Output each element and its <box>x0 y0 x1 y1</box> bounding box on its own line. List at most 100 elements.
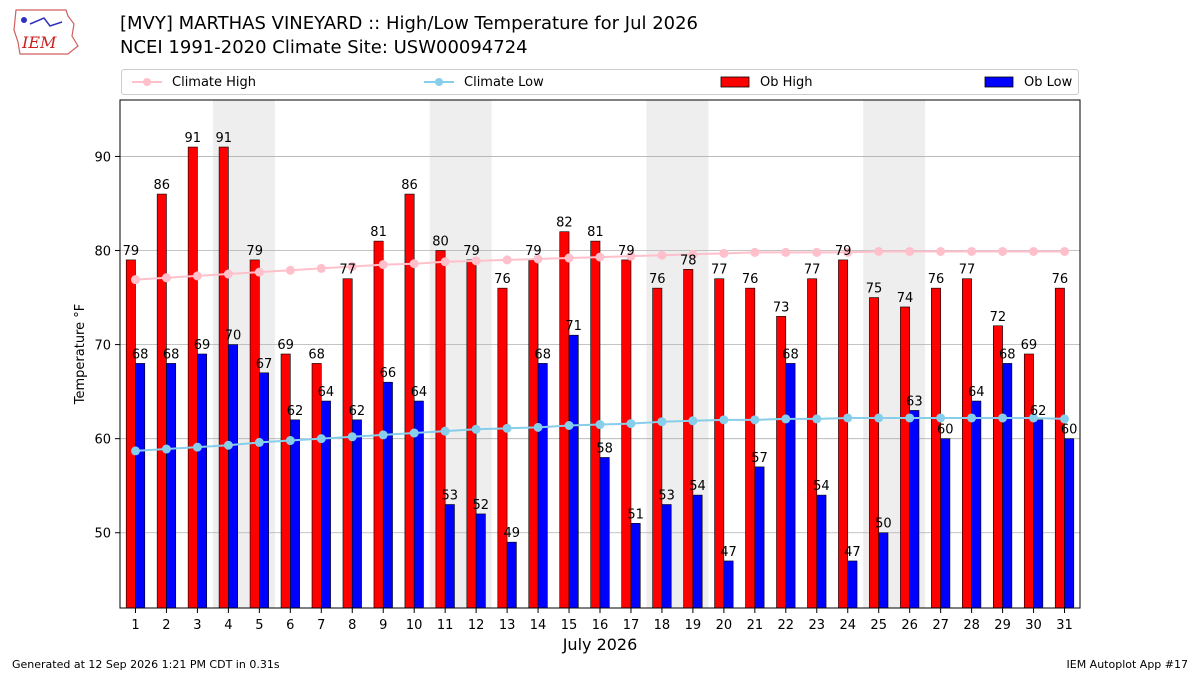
ob-high-bar <box>992 325 1003 609</box>
ob-high-label: 86 <box>401 178 418 193</box>
ob-high-label: 75 <box>866 282 883 297</box>
legend-label: Climate Low <box>464 74 544 90</box>
ob-high-bar <box>683 269 694 609</box>
climate-low-point <box>440 426 450 436</box>
ob-low-bar <box>506 541 517 609</box>
climate-high-point <box>719 248 729 258</box>
ob-low-bar <box>475 513 486 609</box>
ob-low-bar <box>537 363 548 609</box>
generated-note: Generated at 12 Sep 2026 1:21 PM CDT in … <box>12 658 280 671</box>
ob-low-label: 54 <box>813 479 830 494</box>
title-block: [MVY] MARTHAS VINEYARD :: High/Low Tempe… <box>120 12 698 60</box>
climate-low-point <box>502 423 512 433</box>
ob-high-label: 76 <box>649 272 666 287</box>
climate-high-swatch-icon <box>132 78 162 86</box>
climate-low-point <box>223 440 233 450</box>
ob-high-label: 79 <box>463 244 480 259</box>
ob-low-bar <box>290 419 300 609</box>
climate-low-point <box>192 442 202 452</box>
ob-low-bar <box>320 400 331 609</box>
legend-ob-high: Ob High <box>720 70 813 94</box>
ob-high-label: 79 <box>123 244 140 259</box>
x-tick-label: 28 <box>963 618 980 633</box>
climate-high-point <box>936 246 946 256</box>
y-tick-label: 80 <box>94 245 111 260</box>
climate-low-point <box>812 414 822 424</box>
ob-low-label: 49 <box>503 526 520 541</box>
ob-high-bar <box>373 240 384 609</box>
legend-climate-high: Climate High <box>132 70 256 94</box>
ob-high-bar <box>900 306 910 609</box>
ob-high-bar <box>249 259 260 609</box>
ob-high-label: 86 <box>154 178 171 193</box>
climate-low-swatch-icon <box>424 78 454 86</box>
ob-high-bar <box>404 193 415 609</box>
climate-low-point <box>688 416 698 426</box>
climate-high-point <box>223 269 233 279</box>
climate-low-point <box>595 420 605 430</box>
ob-low-bar <box>971 400 982 609</box>
x-tick-label: 31 <box>1056 618 1073 633</box>
climate-high-point <box>254 267 264 277</box>
ob-high-label: 76 <box>928 272 945 287</box>
climate-low-point <box>998 413 1008 423</box>
climate-low-point <box>316 434 326 444</box>
ob-low-label: 66 <box>380 366 397 381</box>
ob-high-label: 73 <box>773 300 790 315</box>
x-tick-label: 12 <box>468 618 485 633</box>
ob-high-label: 79 <box>525 244 542 259</box>
x-tick-label: 6 <box>286 618 294 633</box>
ob-low-bar <box>816 494 827 609</box>
climate-low-point <box>564 420 574 430</box>
ob-low-bar <box>382 381 393 609</box>
climate-high-point <box>316 263 326 273</box>
ob-high-label: 72 <box>990 310 1007 325</box>
climate-low-point <box>750 415 760 425</box>
ob-low-label: 60 <box>937 423 954 438</box>
ob-low-label: 54 <box>689 479 706 494</box>
climate-low-point <box>533 422 543 432</box>
ob-high-bar <box>280 353 291 609</box>
ob-low-label: 64 <box>318 385 335 400</box>
ob-low-bar <box>630 523 641 609</box>
ob-high-label: 76 <box>742 272 759 287</box>
y-axis-label: Temperature °F <box>73 304 88 405</box>
climate-high-point <box>688 249 698 259</box>
ob-low-label: 68 <box>132 347 149 362</box>
climate-low-point <box>905 413 915 423</box>
ob-low-bar <box>785 363 796 609</box>
ob-high-label: 81 <box>370 225 387 240</box>
ob-low-label: 68 <box>534 347 551 362</box>
x-tick-label: 4 <box>224 618 232 633</box>
climate-low-point <box>843 413 853 423</box>
ob-low-label: 52 <box>473 498 490 513</box>
x-tick-label: 21 <box>747 618 764 633</box>
ob-low-label: 63 <box>906 394 923 409</box>
iem-logo: IEM <box>13 9 79 55</box>
ob-low-label: 57 <box>751 451 768 466</box>
x-tick-label: 24 <box>839 618 856 633</box>
ob-high-label: 81 <box>587 225 604 240</box>
ob-high-label: 82 <box>556 216 573 231</box>
ob-high-label: 69 <box>277 338 294 353</box>
x-tick-label: 23 <box>809 618 826 633</box>
ob-low-label: 60 <box>1061 423 1078 438</box>
app-note: IEM Autoplot App #17 <box>1066 658 1189 671</box>
x-tick-label: 5 <box>255 618 263 633</box>
chart-subtitle: NCEI 1991-2020 Climate Site: USW00094724 <box>120 37 528 58</box>
ob-low-bar <box>1064 438 1075 609</box>
ob-high-bar <box>1054 287 1065 609</box>
climate-high-point <box>843 247 853 257</box>
ob-low-bar <box>228 344 238 609</box>
x-tick-label: 8 <box>348 618 356 633</box>
climate-high-point <box>564 253 574 263</box>
x-tick-label: 14 <box>530 618 547 633</box>
legend-ob-low: Ob Low <box>984 70 1072 94</box>
climate-low-point <box>161 444 171 454</box>
x-tick-label: 16 <box>592 618 609 633</box>
x-axis-label: July 2026 <box>562 635 638 654</box>
ob-high-label: 91 <box>185 131 202 146</box>
climate-high-point <box>626 251 636 261</box>
x-tick-label: 7 <box>317 618 325 633</box>
